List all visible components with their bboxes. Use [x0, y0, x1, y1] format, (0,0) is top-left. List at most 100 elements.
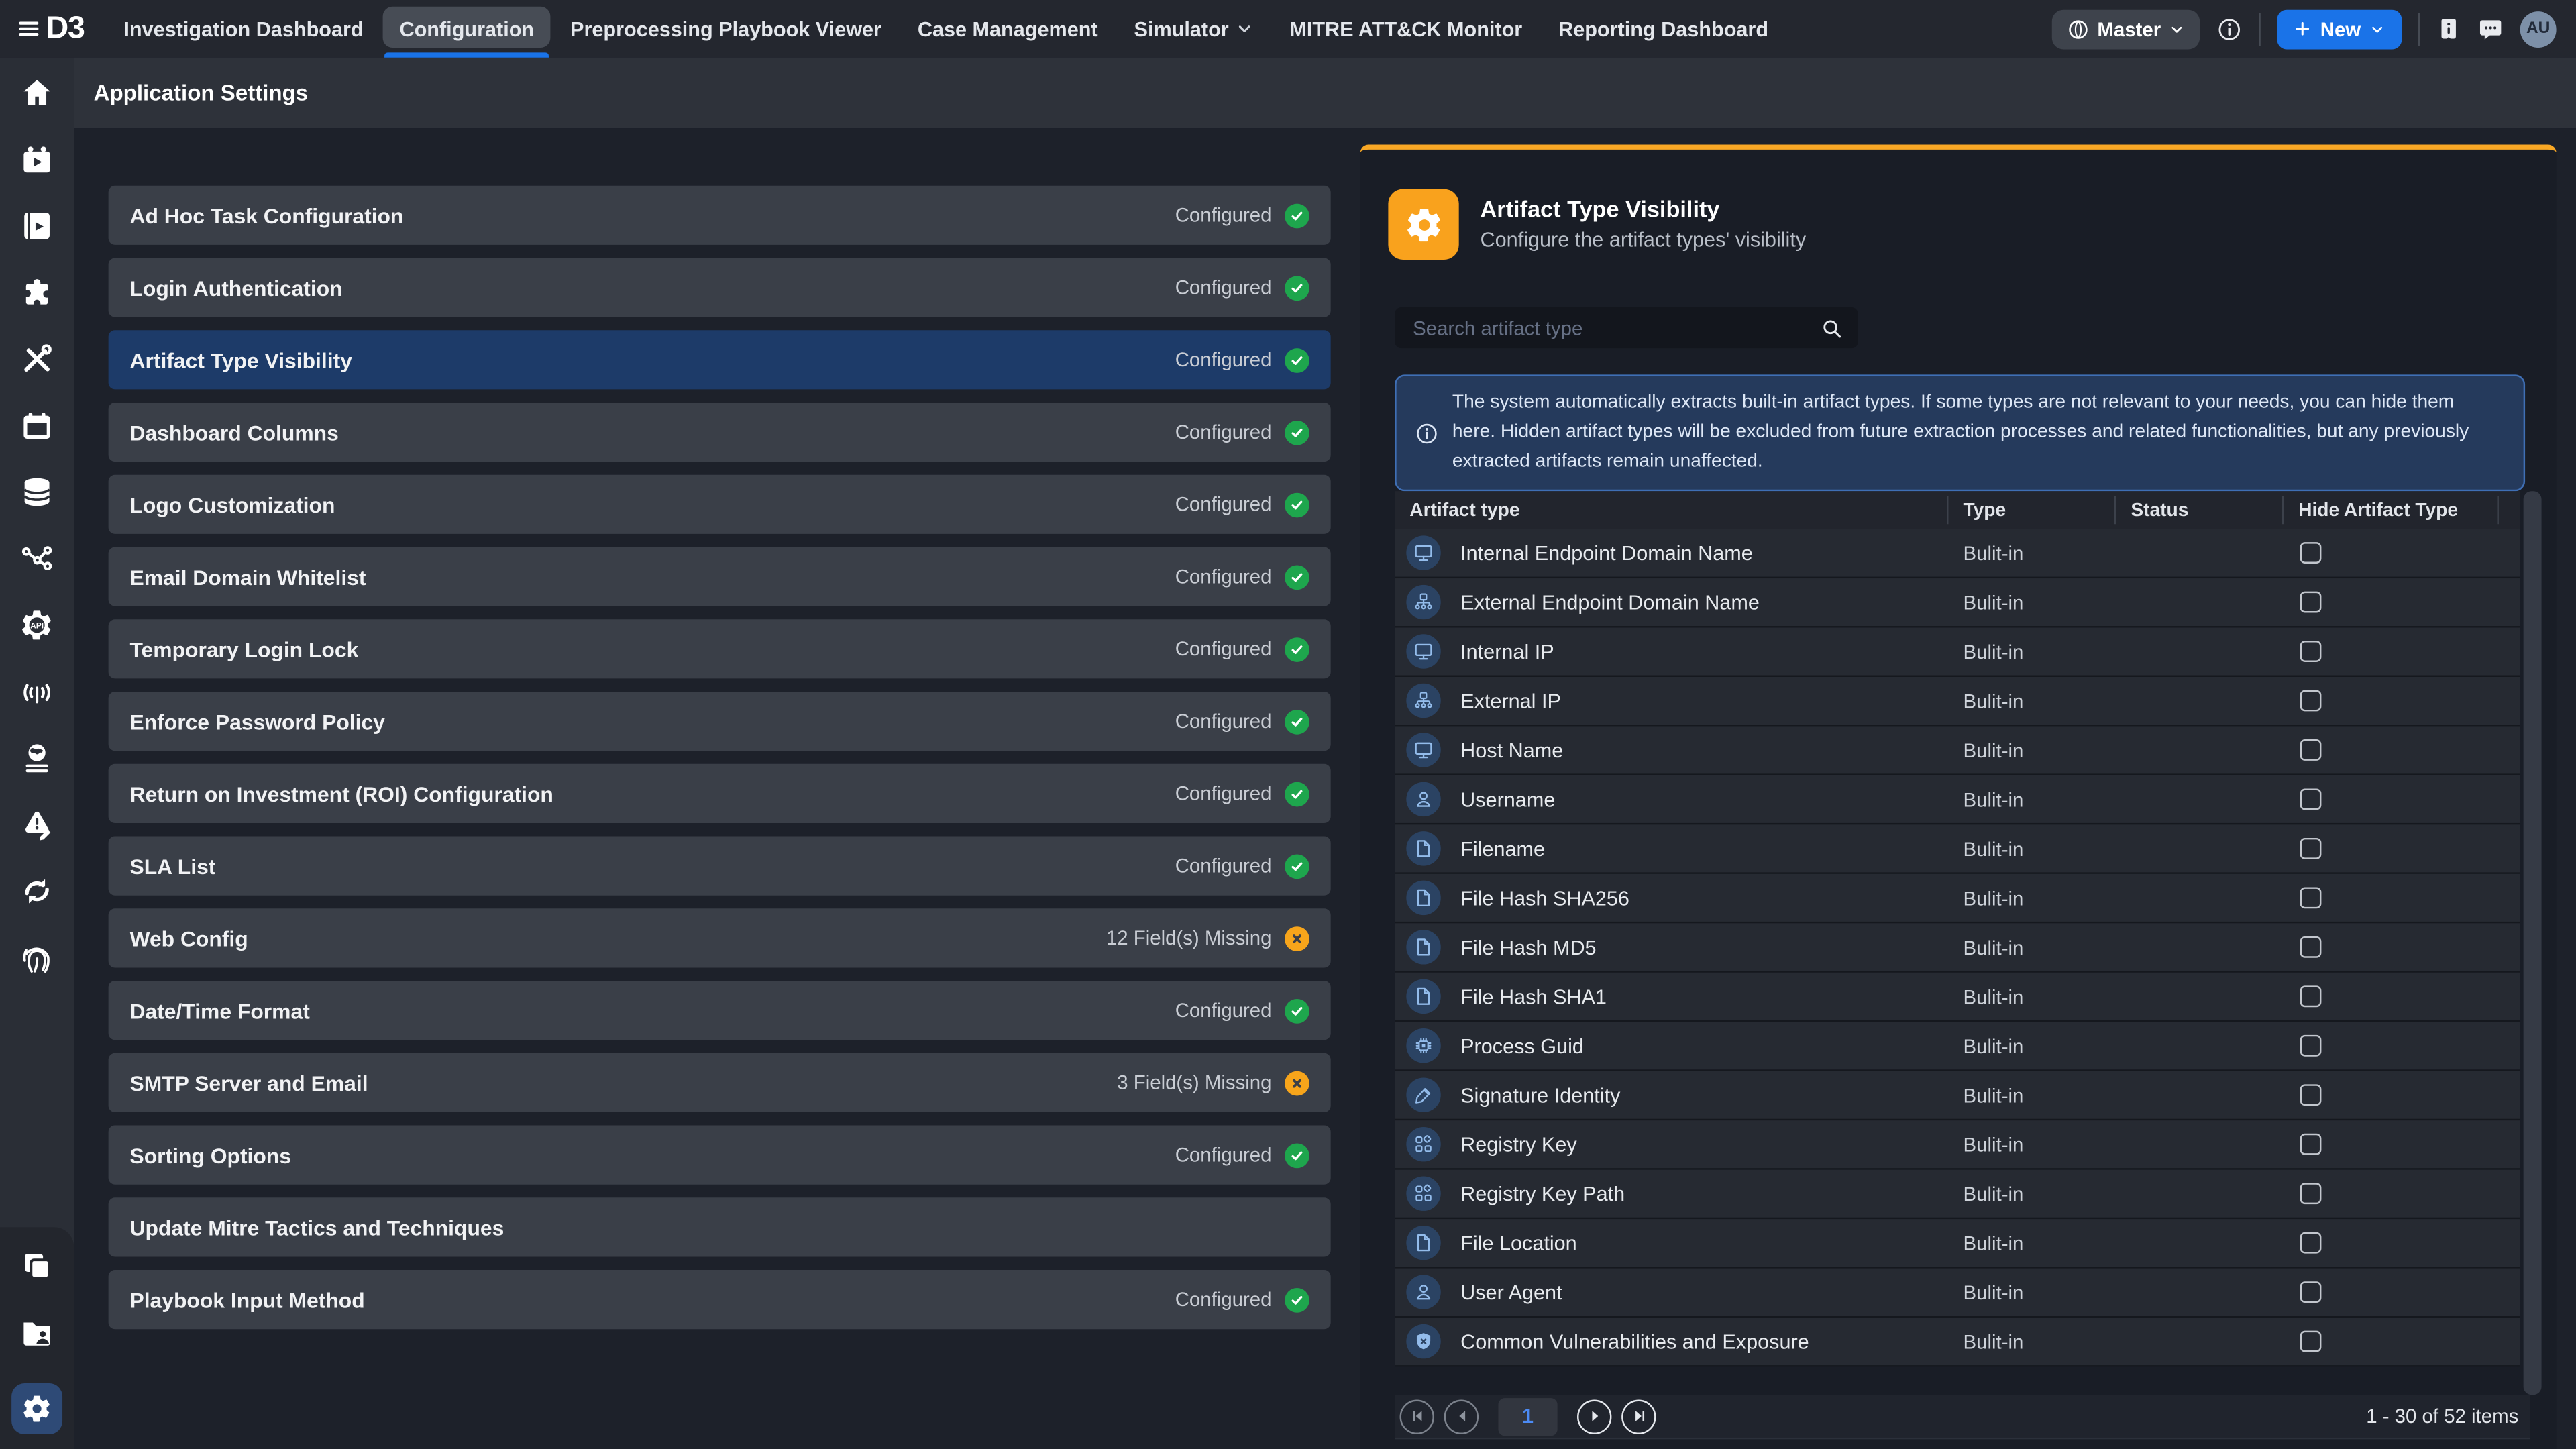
sidebar-copy-icon[interactable] — [19, 1248, 54, 1283]
hide-artifact-checkbox[interactable] — [2300, 1034, 2322, 1057]
master-site-dropdown[interactable]: Master — [2051, 9, 2200, 49]
sidebar-api-gear-icon[interactable]: API — [19, 608, 54, 642]
last-page-button[interactable] — [1621, 1399, 1656, 1434]
hide-artifact-checkbox[interactable] — [2300, 542, 2322, 564]
sidebar-antenna-icon[interactable] — [19, 674, 54, 708]
plus-icon — [2294, 19, 2312, 38]
hide-artifact-checkbox[interactable] — [2300, 641, 2322, 662]
info-icon[interactable] — [2216, 15, 2243, 42]
hide-artifact-checkbox[interactable] — [2300, 887, 2322, 909]
sidebar-folder-user-icon[interactable] — [19, 1316, 54, 1350]
chevron-down-icon — [2369, 21, 2385, 37]
check-circle-icon — [1285, 275, 1309, 300]
tab-configuration[interactable]: Configuration — [382, 0, 553, 58]
settings-item-update-mitre-tactics-and-techniques[interactable]: Update Mitre Tactics and Techniques — [108, 1197, 1331, 1257]
tab-investigation-dashboard[interactable]: Investigation Dashboard — [105, 0, 381, 58]
table-scrollbar[interactable] — [2523, 491, 2542, 1395]
settings-item-enforce-password-policy[interactable]: Enforce Password Policy Configured — [108, 692, 1331, 751]
hide-artifact-checkbox[interactable] — [2300, 1281, 2322, 1303]
hide-artifact-checkbox[interactable] — [2300, 985, 2322, 1008]
tab-mitre-att-ck-monitor[interactable]: MITRE ATT&CK Monitor — [1271, 0, 1540, 58]
settings-item-playbook-input-method[interactable]: Playbook Input Method Configured — [108, 1270, 1331, 1330]
hide-cell — [2284, 887, 2499, 909]
settings-item-artifact-type-visibility[interactable]: Artifact Type Visibility Configured — [108, 330, 1331, 390]
tab-reporting-dashboard[interactable]: Reporting Dashboard — [1540, 0, 1786, 58]
file-icon — [1406, 930, 1441, 965]
new-button[interactable]: New — [2277, 9, 2402, 49]
settings-item-login-authentication[interactable]: Login Authentication Configured — [108, 258, 1331, 317]
settings-item-email-domain-whitelist[interactable]: Email Domain Whitelist Configured — [108, 547, 1331, 606]
artifact-type-cell: Bulit-in — [1963, 689, 2024, 712]
settings-item-date-time-format[interactable]: Date/Time Format Configured — [108, 981, 1331, 1040]
pen-icon — [1406, 1077, 1441, 1112]
hide-artifact-checkbox[interactable] — [2300, 837, 2322, 859]
hide-artifact-checkbox[interactable] — [2300, 1330, 2322, 1352]
release-notes-icon[interactable] — [2436, 16, 2461, 41]
hide-artifact-checkbox[interactable] — [2300, 1133, 2322, 1155]
settings-item-logo-customization[interactable]: Logo Customization Configured — [108, 474, 1331, 534]
table-header: Artifact type Type Status Hide Artifact … — [1395, 491, 2520, 529]
settings-item-title: Enforce Password Policy — [129, 708, 385, 734]
sidebar-share-nodes-icon[interactable] — [19, 541, 54, 576]
check-circle-icon — [1285, 347, 1309, 372]
hide-artifact-checkbox[interactable] — [2300, 739, 2322, 761]
chip-icon — [1406, 1028, 1441, 1063]
hide-artifact-checkbox[interactable] — [2300, 788, 2322, 810]
settings-item-dashboard-columns[interactable]: Dashboard Columns Configured — [108, 402, 1331, 462]
current-page-indicator[interactable]: 1 — [1498, 1397, 1558, 1436]
table-row-file-hash-sha256: File Hash SHA256 Bulit-in — [1395, 873, 2520, 924]
table-row-file-hash-md5: File Hash MD5 Bulit-in — [1395, 923, 2520, 973]
settings-item-sla-list[interactable]: SLA List Configured — [108, 836, 1331, 896]
sidebar-calendar-play-icon[interactable] — [19, 142, 54, 176]
search-input[interactable] — [1409, 314, 1821, 341]
sidebar-tools-icon[interactable] — [19, 341, 54, 376]
sidebar-alert-edit-icon[interactable] — [19, 808, 54, 842]
check-circle-icon — [1285, 564, 1309, 589]
next-page-button[interactable] — [1577, 1399, 1612, 1434]
sidebar-settings-active-tile[interactable] — [11, 1383, 63, 1434]
hide-cell — [2284, 739, 2499, 761]
settings-item-return-on-investment-roi-configuration[interactable]: Return on Investment (ROI) Configuration… — [108, 763, 1331, 823]
chat-icon[interactable] — [2477, 15, 2504, 42]
table-row-internal-endpoint-domain-name: Internal Endpoint Domain Name Bulit-in — [1395, 529, 2520, 579]
settings-item-sorting-options[interactable]: Sorting Options Configured — [108, 1125, 1331, 1185]
status-text: Configured — [1175, 1288, 1272, 1311]
tab-label: Reporting Dashboard — [1558, 17, 1769, 41]
sidebar-fingerprint-icon[interactable] — [19, 941, 54, 975]
tab-preprocessing-playbook-viewer[interactable]: Preprocessing Playbook Viewer — [552, 0, 900, 58]
search-icon[interactable] — [1820, 316, 1843, 339]
artifact-type-cell: Bulit-in — [1963, 935, 2024, 959]
avatar[interactable]: AU — [2520, 10, 2557, 47]
artifact-name: Common Vulnerabilities and Exposure — [1460, 1330, 1809, 1353]
sidebar-sync-icon[interactable] — [19, 874, 54, 908]
sidebar-home-icon[interactable] — [19, 76, 54, 110]
artifact-name: User Agent — [1460, 1280, 1562, 1304]
settings-item-web-config[interactable]: Web Config 12 Field(s) Missing — [108, 908, 1331, 968]
sidebar-database-icon[interactable] — [19, 475, 54, 509]
previous-page-button[interactable] — [1444, 1399, 1479, 1434]
tab-simulator[interactable]: Simulator — [1116, 0, 1272, 58]
sidebar-calendar-icon[interactable] — [19, 409, 54, 443]
hide-artifact-checkbox[interactable] — [2300, 1084, 2322, 1106]
d3-logo[interactable]: D3 — [0, 11, 105, 47]
hide-artifact-checkbox[interactable] — [2300, 591, 2322, 613]
settings-item-ad-hoc-task-configuration[interactable]: Ad Hoc Task Configuration Configured — [108, 185, 1331, 245]
first-page-button[interactable] — [1399, 1399, 1434, 1434]
tab-case-management[interactable]: Case Management — [900, 0, 1116, 58]
status-text: Configured — [1175, 492, 1272, 516]
new-button-label: New — [2320, 17, 2361, 41]
settings-item-title: Update Mitre Tactics and Techniques — [129, 1215, 504, 1240]
sidebar-globe-lines-icon[interactable] — [19, 741, 54, 775]
check-circle-icon — [1285, 203, 1309, 228]
hide-artifact-checkbox[interactable] — [2300, 1183, 2322, 1205]
divider — [2259, 12, 2261, 46]
settings-item-temporary-login-lock[interactable]: Temporary Login Lock Configured — [108, 619, 1331, 679]
hide-artifact-checkbox[interactable] — [2300, 936, 2322, 958]
hide-cell — [2284, 985, 2499, 1008]
sidebar-book-play-icon[interactable] — [19, 209, 54, 243]
sidebar-puzzle-icon[interactable] — [19, 275, 54, 309]
panel-header: Artifact Type Visibility Configure the a… — [1388, 189, 1806, 260]
hide-artifact-checkbox[interactable] — [2300, 690, 2322, 712]
settings-item-smtp-server-and-email[interactable]: SMTP Server and Email 3 Field(s) Missing — [108, 1053, 1331, 1112]
hide-artifact-checkbox[interactable] — [2300, 1232, 2322, 1254]
